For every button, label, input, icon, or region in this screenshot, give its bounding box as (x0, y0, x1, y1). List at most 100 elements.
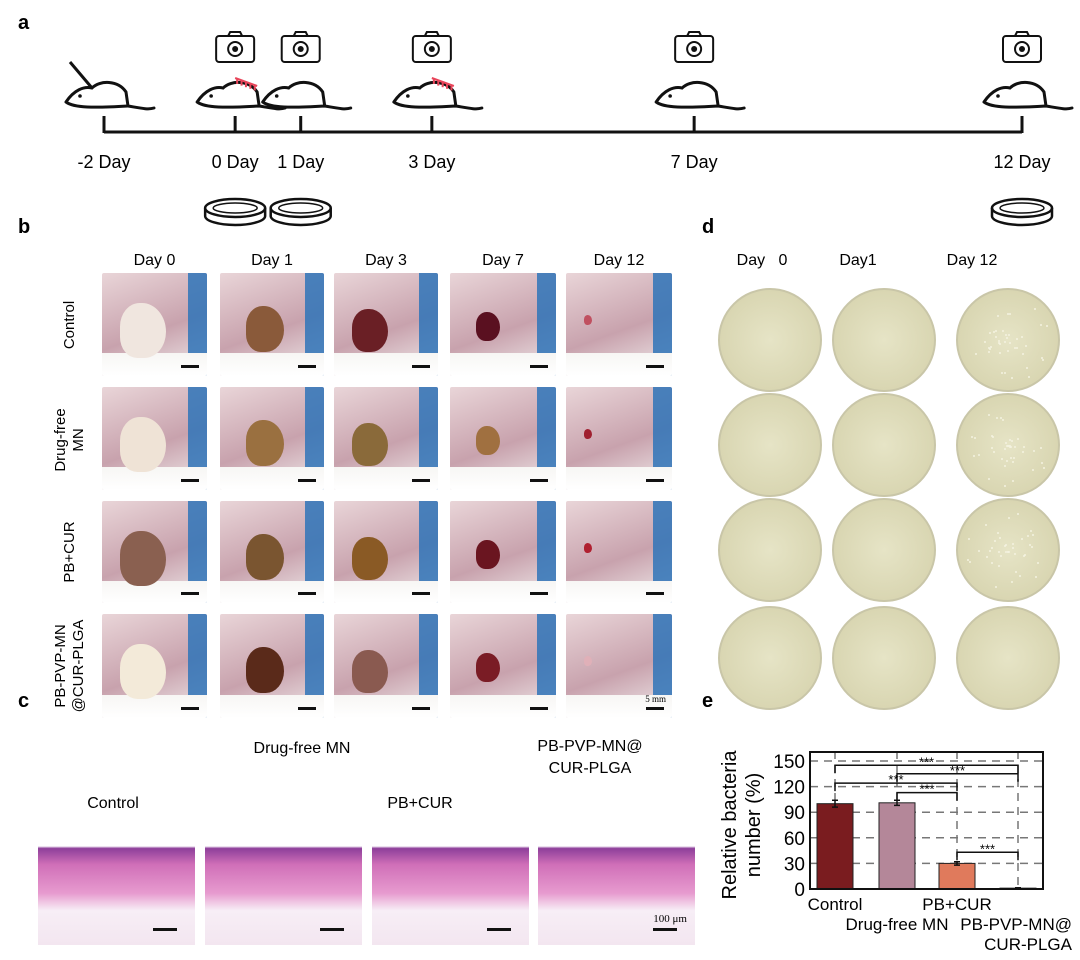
bar (816, 803, 854, 890)
wound-photo (220, 387, 324, 490)
mouse-icon (392, 81, 484, 111)
petri-dish-icon (269, 197, 332, 227)
wound (120, 417, 166, 473)
timeline-day-label: -2 Day (77, 152, 131, 172)
histology-label-line: CUR-PLGA (548, 760, 632, 777)
scale-bar-label: 5 mm (645, 694, 666, 704)
scale-bar (412, 707, 430, 710)
timeline-day-label: 12 Day (993, 152, 1051, 172)
scale-bar (530, 707, 548, 710)
camera-icon (215, 31, 256, 63)
significance-bracket (834, 764, 1019, 774)
wound-photo (334, 387, 438, 490)
day-column-header: Day 12 (593, 252, 645, 269)
wound-photo (566, 387, 672, 490)
y-tick-label: 0 (794, 880, 805, 901)
wound-photo (450, 501, 556, 603)
wound-photo (450, 387, 556, 490)
scale-bar (153, 928, 177, 931)
bar (878, 802, 916, 890)
wound (476, 540, 500, 569)
y-axis-label: Relative bacteria (719, 750, 741, 900)
wound-photo: 5 mm (566, 614, 672, 718)
wound (584, 315, 592, 325)
wound-photo (334, 614, 438, 718)
panel-e-label: e (702, 690, 714, 712)
significance-label: *** (919, 754, 934, 769)
histology-label-line: Drug-free MN (253, 740, 351, 757)
scale-bar (298, 365, 316, 368)
wound-photo (220, 501, 324, 603)
wound (584, 656, 592, 666)
wound-photo (220, 614, 324, 718)
wound (584, 543, 592, 553)
wound (476, 653, 500, 682)
treatment-row-label: Control (61, 301, 79, 349)
x-tick-label: Control (808, 895, 863, 914)
scale-bar (298, 707, 316, 710)
scale-bar (646, 707, 664, 710)
significance-bracket (896, 773, 1019, 782)
treatment-row-label: PB+CUR (61, 521, 79, 582)
significance-bracket (834, 782, 958, 792)
wound-photo (334, 273, 438, 376)
wound-photo (102, 501, 207, 603)
x-tick-label: CUR-PLGA (984, 935, 1073, 954)
wound (352, 537, 388, 581)
plate-column-header: Day 12 (946, 252, 998, 269)
scale-bar (653, 928, 677, 931)
mouse-icon (654, 81, 746, 111)
wound (476, 312, 500, 341)
plot-frame (809, 751, 1044, 890)
wound (584, 429, 592, 439)
mouse-icon (64, 81, 156, 111)
scale-bar (181, 707, 199, 710)
significance-label: *** (919, 782, 934, 797)
histology-label-line: PB+CUR (387, 795, 453, 812)
day-column-header: Day 0 (133, 252, 176, 269)
bacteria-plate (956, 606, 1060, 710)
wound (120, 303, 166, 359)
scale-bar (646, 365, 664, 368)
petri-dish-icon (990, 197, 1054, 227)
scale-bar (530, 365, 548, 368)
panel-d-label: d (702, 216, 715, 238)
wound (352, 423, 388, 467)
bacteria-bar-chart: 0 30 60 90 120 150 *** *** *** *** *** Relative bac… (719, 750, 1073, 954)
significance-bracket (956, 851, 1019, 861)
bar (938, 862, 976, 890)
petri-dish-icon (203, 197, 267, 227)
y-tick-label: 120 (773, 778, 805, 799)
bacteria-plate (956, 288, 1060, 392)
scale-bar (412, 479, 430, 482)
x-tick-label: PB+CUR (922, 895, 991, 914)
wound (352, 650, 388, 694)
timeline-day-label: 1 Day (277, 152, 325, 172)
row-label-line: PB-PVP-MN (52, 624, 69, 708)
wound (246, 534, 284, 580)
day-column-header: Day 3 (365, 252, 407, 269)
histology-label: PB+CUR (387, 793, 452, 815)
y-tick-label: 60 (784, 829, 805, 850)
syringe-icon (68, 61, 94, 89)
panel-a-label: a (18, 12, 30, 34)
significance-bracket (896, 791, 958, 801)
scale-bar (530, 592, 548, 595)
timeline-day-label: 0 Day (211, 152, 259, 172)
x-tick-label: PB-PVP-MN@ (960, 915, 1072, 934)
bacteria-plate (832, 288, 936, 392)
experiment-timeline (64, 31, 1074, 227)
wound-photo (566, 501, 672, 603)
day-column-header: Day 7 (482, 252, 524, 269)
wound (352, 309, 388, 353)
bacteria-plate (832, 606, 936, 710)
panel-c-label: c (18, 690, 30, 712)
row-label-line: PB+CUR (61, 521, 78, 583)
scale-bar (181, 365, 199, 368)
wound-photo (102, 614, 207, 718)
scale-bar (298, 479, 316, 482)
bacteria-plate (718, 393, 822, 497)
row-label-line: Drug-free (52, 408, 69, 472)
wound (120, 644, 166, 700)
